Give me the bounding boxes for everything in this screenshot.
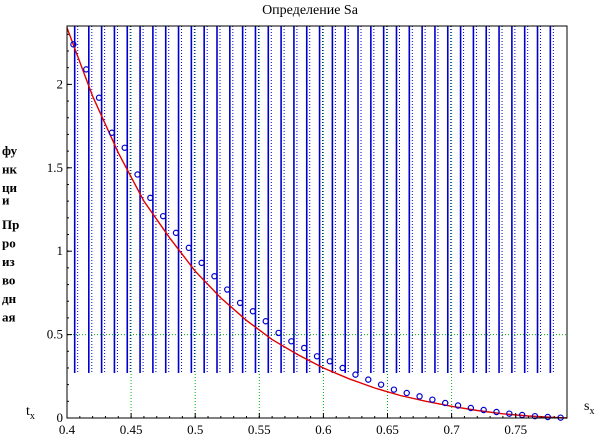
data-point-marker [147, 194, 154, 202]
data-point-marker [390, 386, 398, 393]
data-point-marker [95, 94, 103, 101]
data-point-marker [185, 244, 192, 252]
y-axis-label-line: ая [2, 310, 16, 325]
data-point-marker [288, 338, 295, 345]
data-point-marker [121, 144, 128, 151]
data-point-marker [326, 358, 334, 365]
data-point-marker [531, 412, 539, 420]
data-point-marker [506, 410, 513, 417]
data-point-marker [70, 41, 77, 48]
y-axis-label-line: нк [2, 162, 17, 177]
x-tick-label: 0.6 [315, 422, 332, 437]
y-axis-label-line: фу [2, 143, 18, 158]
data-point-marker [249, 308, 257, 315]
data-point-marker [300, 344, 308, 352]
y-axis-label-line: ро [2, 236, 16, 251]
plot-frame [66, 25, 568, 419]
y-tick-label: 2 [57, 76, 64, 91]
data-point-marker [352, 371, 359, 378]
data-point-marker [159, 212, 167, 220]
data-point-marker [236, 299, 244, 307]
x-tick-label: 0.65 [376, 422, 399, 437]
data-point-marker [211, 273, 218, 280]
data-point-marker [224, 286, 231, 293]
y-axis-label-line: во [2, 273, 15, 288]
y-tick-label: 1 [57, 243, 64, 258]
data-point-marker [377, 381, 385, 388]
y-axis-label-line: ци [2, 180, 17, 195]
data-point-marker [442, 399, 449, 407]
y-axis-label-line: дн [2, 291, 17, 306]
data-point-marker [403, 389, 410, 397]
data-point-marker [275, 329, 282, 337]
data-point-marker [493, 408, 500, 416]
y-axis-label: фу нк ции Пр ро из во дн ая [2, 143, 19, 325]
x-axis-label: sx tx [26, 399, 594, 422]
data-point-marker [339, 364, 346, 372]
data-point-marker [454, 402, 462, 409]
data-point-marker [172, 229, 180, 237]
y-axis-label-line: из [2, 254, 15, 269]
data-point-marker [365, 376, 372, 383]
data-point-marker [198, 259, 205, 267]
x-axis-label-text: sx [584, 399, 594, 417]
data-point-marker [108, 129, 116, 136]
data-point-marker [429, 396, 436, 403]
y-axis-label-line: и [2, 193, 10, 208]
x-tick-label: 0.4 [59, 422, 76, 437]
y-tick-label: 1.5 [47, 160, 63, 175]
y-tick-label: 0.5 [47, 327, 63, 342]
data-point-marker [83, 66, 90, 73]
x-tick-label: 0.55 [248, 422, 271, 437]
data-point-marker [467, 404, 475, 412]
data-point-marker [134, 171, 141, 178]
data-point-marker [262, 318, 269, 325]
x-tick-label: 0.7 [443, 422, 460, 437]
y-tick-label: 0 [57, 410, 64, 425]
chart-title: Определение Sa [262, 3, 359, 18]
x-tick-label: 0.75 [504, 422, 527, 437]
y-axis-label-line: Пр [2, 217, 19, 232]
data-point-marker [313, 353, 321, 360]
x-corner-label: tx [26, 404, 35, 422]
data-point-marker [416, 393, 423, 400]
x-tick-label: 0.45 [120, 422, 143, 437]
data-point-marker [480, 406, 487, 414]
x-tick-label: 0.5 [187, 422, 203, 437]
data-point-marker [544, 413, 551, 421]
